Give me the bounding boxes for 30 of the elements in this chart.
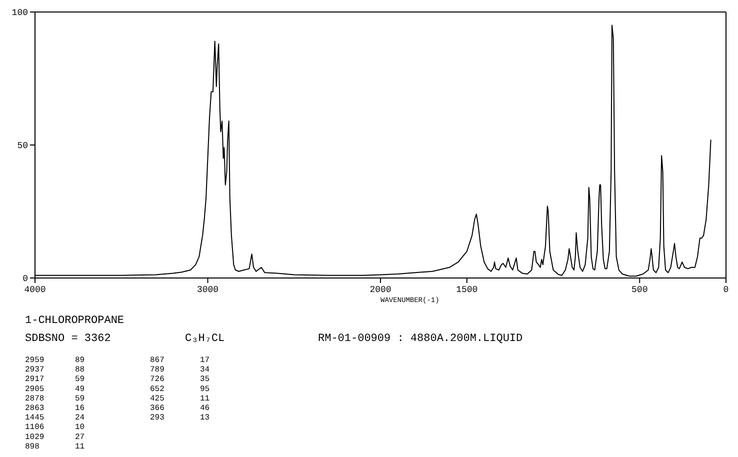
text: 1029 27: [25, 432, 85, 442]
text: 1-CHLOROPROPANE: [25, 315, 124, 327]
text: 2863 16: [25, 404, 85, 413]
text: 2878 59: [25, 394, 85, 404]
y-tick-label: 0: [22, 274, 28, 284]
text: 652 95: [150, 384, 210, 394]
text: 2937 88: [25, 366, 85, 375]
text: 789 34: [150, 366, 210, 375]
text: SDBSNO = 3362: [25, 333, 111, 345]
x-tick-label: 0: [723, 285, 729, 295]
x-tick-label: 3000: [196, 285, 219, 295]
x-tick-label: 500: [632, 285, 648, 295]
y-tick-label: 100: [12, 8, 28, 18]
text: 867 17: [150, 356, 210, 365]
text: 366 46: [150, 404, 210, 413]
y-tick-label: 50: [17, 141, 28, 151]
text: C₃H₇CL: [185, 333, 225, 345]
text: 726 35: [150, 375, 210, 384]
text: RM-01-00909 : 4880A.200M.LIQUID: [318, 333, 524, 345]
x-tick-label: 2000: [370, 285, 392, 295]
x-tick-label: 4000: [24, 285, 46, 295]
text: 2917 59: [25, 375, 85, 384]
text: 2959 89: [25, 356, 85, 365]
text: 2905 49: [25, 384, 85, 394]
text: 1106 10: [25, 423, 85, 432]
text: 293 13: [150, 414, 210, 423]
x-tick-label: 1500: [456, 285, 478, 295]
text: 1445 24: [25, 414, 85, 423]
text: 898 11: [25, 442, 85, 452]
text: 425 11: [150, 394, 210, 404]
